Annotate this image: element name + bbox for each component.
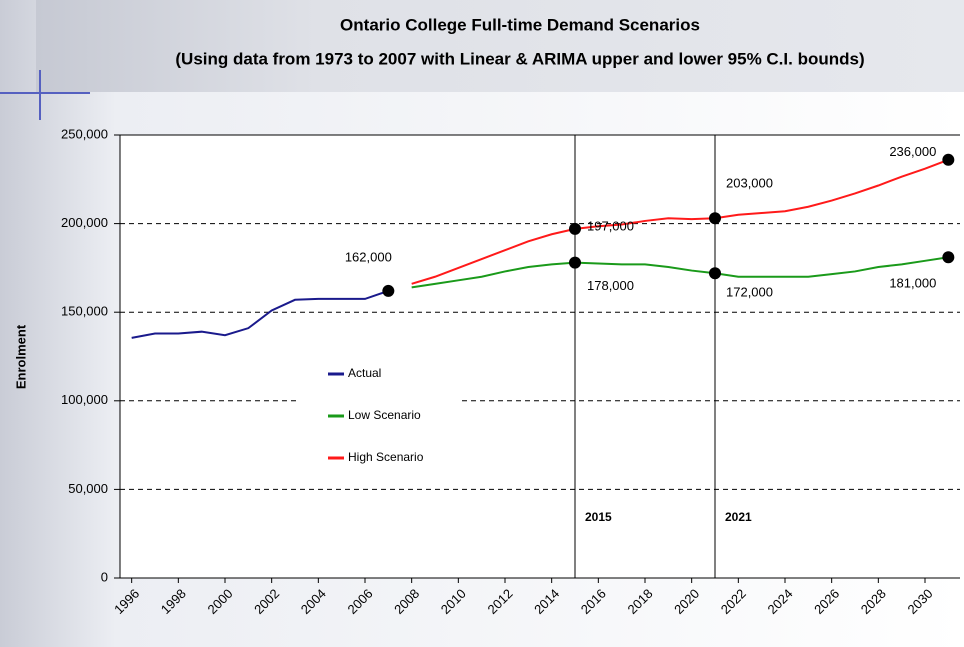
series-line (131, 289, 389, 339)
chart-title: Ontario College Full-time Demand Scenari… (340, 15, 700, 34)
y-tick-label: 50,000 (68, 481, 108, 496)
chart-subtitle: (Using data from 1973 to 2007 with Linea… (175, 49, 864, 68)
y-tick-label: 150,000 (61, 304, 108, 319)
y-tick-label: 250,000 (61, 126, 108, 141)
annotation: 178,000 (587, 278, 634, 293)
title-box (36, 0, 964, 92)
series-line (411, 158, 949, 285)
plot-area (120, 135, 960, 578)
series-line (411, 256, 949, 289)
point-marker (709, 212, 721, 225)
legend-label: Low Scenario (348, 408, 421, 422)
legend-box (300, 348, 460, 468)
legend-label: Actual (348, 366, 381, 380)
point-marker (382, 284, 395, 297)
annotation: 162,000 (345, 249, 392, 264)
y-tick-label: 200,000 (61, 215, 108, 230)
annotation: 197,000 (587, 218, 634, 233)
point-marker (942, 251, 955, 264)
y-axis-label: Enrolment (13, 324, 28, 389)
y-tick-label: 100,000 (61, 392, 108, 407)
annotation: 203,000 (726, 176, 773, 191)
reference-label: 2021 (725, 510, 752, 524)
point-marker (709, 267, 721, 280)
annotation: 181,000 (889, 276, 936, 291)
annotation: 236,000 (889, 144, 936, 159)
legend-label: High Scenario (348, 450, 424, 464)
reference-label: 2015 (585, 510, 612, 524)
annotation: 172,000 (726, 285, 773, 300)
point-marker (942, 153, 955, 166)
point-marker (569, 222, 581, 235)
point-marker (569, 256, 581, 269)
y-tick-label: 0 (101, 569, 108, 584)
